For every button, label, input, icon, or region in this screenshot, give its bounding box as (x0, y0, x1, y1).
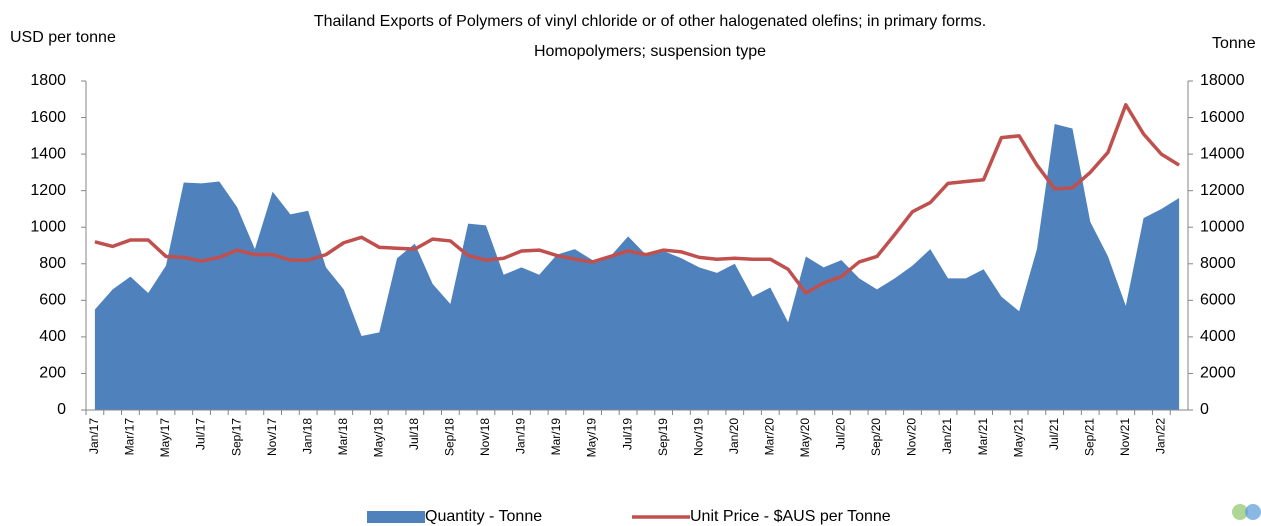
y2-tick-label: 0 (1200, 401, 1209, 418)
x-tick-label: Nov/21 (1118, 418, 1132, 456)
y2-tick-label: 4000 (1200, 328, 1236, 345)
legend-swatch (367, 511, 425, 523)
x-tick-label: Jan/20 (727, 418, 741, 454)
y2-tick-label: 8000 (1200, 255, 1236, 272)
x-tick-label: Mar/19 (549, 418, 563, 456)
chart-title: Homopolymers; suspension type (534, 43, 766, 60)
y2-tick-label: 10000 (1200, 218, 1245, 235)
y-tick-label: 1800 (30, 72, 66, 89)
y-tick-label: 1200 (30, 182, 66, 199)
x-tick-label: May/17 (158, 418, 172, 458)
x-tick-label: Jul/19 (620, 418, 634, 450)
y2-tick-label: 18000 (1200, 72, 1245, 89)
x-tick-label: Sep/18 (443, 418, 457, 456)
x-tick-label: Jul/17 (194, 418, 208, 450)
x-tick-label: Jul/20 (834, 418, 848, 450)
x-tick-label: Nov/19 (691, 418, 705, 456)
x-tick-label: Jul/21 (1047, 418, 1061, 450)
x-tick-label: Jan/18 (300, 418, 314, 454)
x-tick-label: Jan/21 (940, 418, 954, 454)
y2-tick-label: 16000 (1200, 109, 1245, 126)
x-tick-label: Nov/17 (265, 418, 279, 456)
legend-label: Unit Price - $AUS per Tonne (690, 508, 891, 525)
y-tick-label: 0 (57, 401, 66, 418)
watermark-icon (1245, 504, 1261, 520)
y2-tick-label: 6000 (1200, 292, 1236, 309)
y-tick-label: 1600 (30, 109, 66, 126)
watermark-icon (1232, 504, 1248, 520)
y-tick-label: 600 (39, 292, 66, 309)
x-tick-label: Sep/20 (869, 418, 883, 456)
line (94, 103, 1181, 295)
x-tick-label: Mar/18 (336, 418, 350, 456)
x-tick-label: May/18 (371, 418, 385, 458)
x-tick-label: Jan/19 (514, 418, 528, 454)
x-tick-label: Mar/21 (976, 418, 990, 456)
y-tick-label: 800 (39, 255, 66, 272)
x-tick-label: May/21 (1011, 418, 1025, 458)
x-tick-label: May/19 (585, 418, 599, 458)
x-tick-label: Nov/20 (905, 418, 919, 456)
chart-title: Thailand Exports of Polymers of vinyl ch… (314, 13, 986, 30)
x-tick-label: Nov/18 (478, 418, 492, 456)
legend-label: Quantity - Tonne (425, 508, 542, 525)
y-tick-label: 400 (39, 328, 66, 345)
x-tick-label: Sep/17 (229, 418, 243, 456)
x-tick-label: Jan/22 (1154, 418, 1168, 454)
x-tick-label: Jul/18 (407, 418, 421, 450)
x-tick-label: May/20 (798, 418, 812, 458)
x-tick-label: Jan/17 (87, 418, 101, 454)
y-tick-label: 200 (39, 365, 66, 382)
y2-axis-label: Tonne (1212, 35, 1256, 52)
y2-tick-label: 14000 (1200, 145, 1245, 162)
y2-tick-label: 12000 (1200, 182, 1245, 199)
area (94, 123, 1180, 411)
x-tick-label: Mar/17 (123, 418, 137, 456)
y-tick-label: 1000 (30, 218, 66, 235)
y2-tick-label: 2000 (1200, 365, 1236, 382)
y-tick-label: 1400 (30, 145, 66, 162)
x-tick-label: Sep/19 (656, 418, 670, 456)
y-axis-label: USD per tonne (10, 29, 116, 46)
x-tick-label: Mar/20 (762, 418, 776, 456)
x-tick-label: Sep/21 (1082, 418, 1096, 456)
